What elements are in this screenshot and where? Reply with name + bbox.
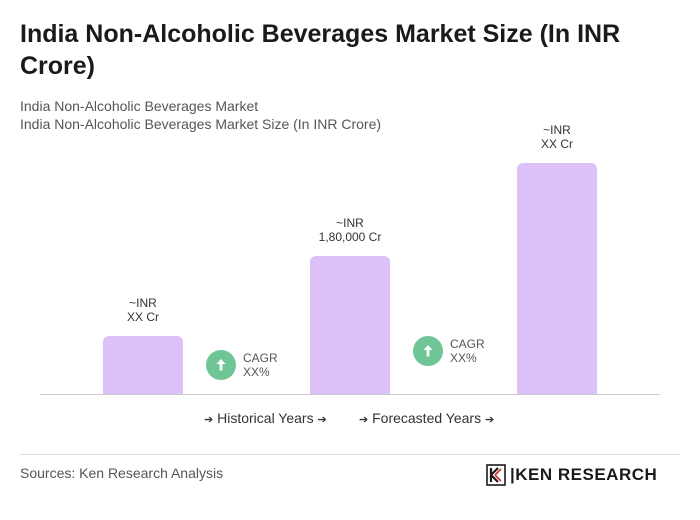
period-label-text: Historical Years (217, 410, 314, 426)
ken-research-logo: |KEN RESEARCH (486, 464, 657, 486)
period-label-forecast: ➔ Forecasted Years ➔ (359, 410, 494, 426)
bar-value-prefix: ~INR (129, 296, 157, 311)
logo-text: |KEN RESEARCH (510, 465, 658, 484)
bar-value-amount: XX Cr (126, 310, 159, 325)
arrow-right-icon: ➔ (484, 414, 495, 426)
cagr-up-arrow-icon (206, 350, 236, 380)
chart-subtitle-secondary: India Non-Alcoholic Beverages Market Siz… (20, 116, 382, 132)
bar-historical (103, 336, 183, 394)
bar-value-prefix: ~INR (336, 215, 364, 230)
bar-value-label-current: ~INR 1,80,000 Cr (290, 216, 410, 244)
period-label-text: Forecasted Years (372, 410, 482, 426)
bar-value-label-historical: ~INR XX Cr (83, 296, 203, 324)
cagr-up-arrow-icon (413, 336, 443, 366)
bar-value-amount: XX Cr (540, 137, 573, 152)
bar-current (310, 255, 390, 394)
cagr-value: XX% (450, 351, 477, 365)
bar-forecast (517, 163, 597, 394)
bar-value-amount: 1,80,000 Cr (318, 229, 382, 244)
x-axis-baseline (40, 394, 660, 395)
source-note: Sources: Ken Research Analysis (20, 465, 224, 481)
cagr-label: CAGR (243, 351, 278, 365)
arrow-right-icon: ➔ (317, 414, 327, 426)
cagr-label: CAGR (450, 337, 485, 351)
bar-value-prefix: ~INR (543, 123, 571, 138)
logo-mark-icon (486, 464, 506, 486)
arrow-right-icon: ➔ (359, 414, 369, 426)
period-label-historical: ➔ Historical Years ➔ (204, 410, 327, 426)
cagr-value: XX% (243, 365, 270, 379)
arrow-right-icon: ➔ (204, 414, 214, 426)
bar-value-label-forecast: ~INR XX Cr (497, 123, 617, 151)
chart-title: India Non-Alcoholic Beverages Market Siz… (20, 20, 621, 80)
footer-divider (20, 454, 680, 455)
chart-subtitle: India Non-Alcoholic Beverages Market (20, 98, 259, 114)
